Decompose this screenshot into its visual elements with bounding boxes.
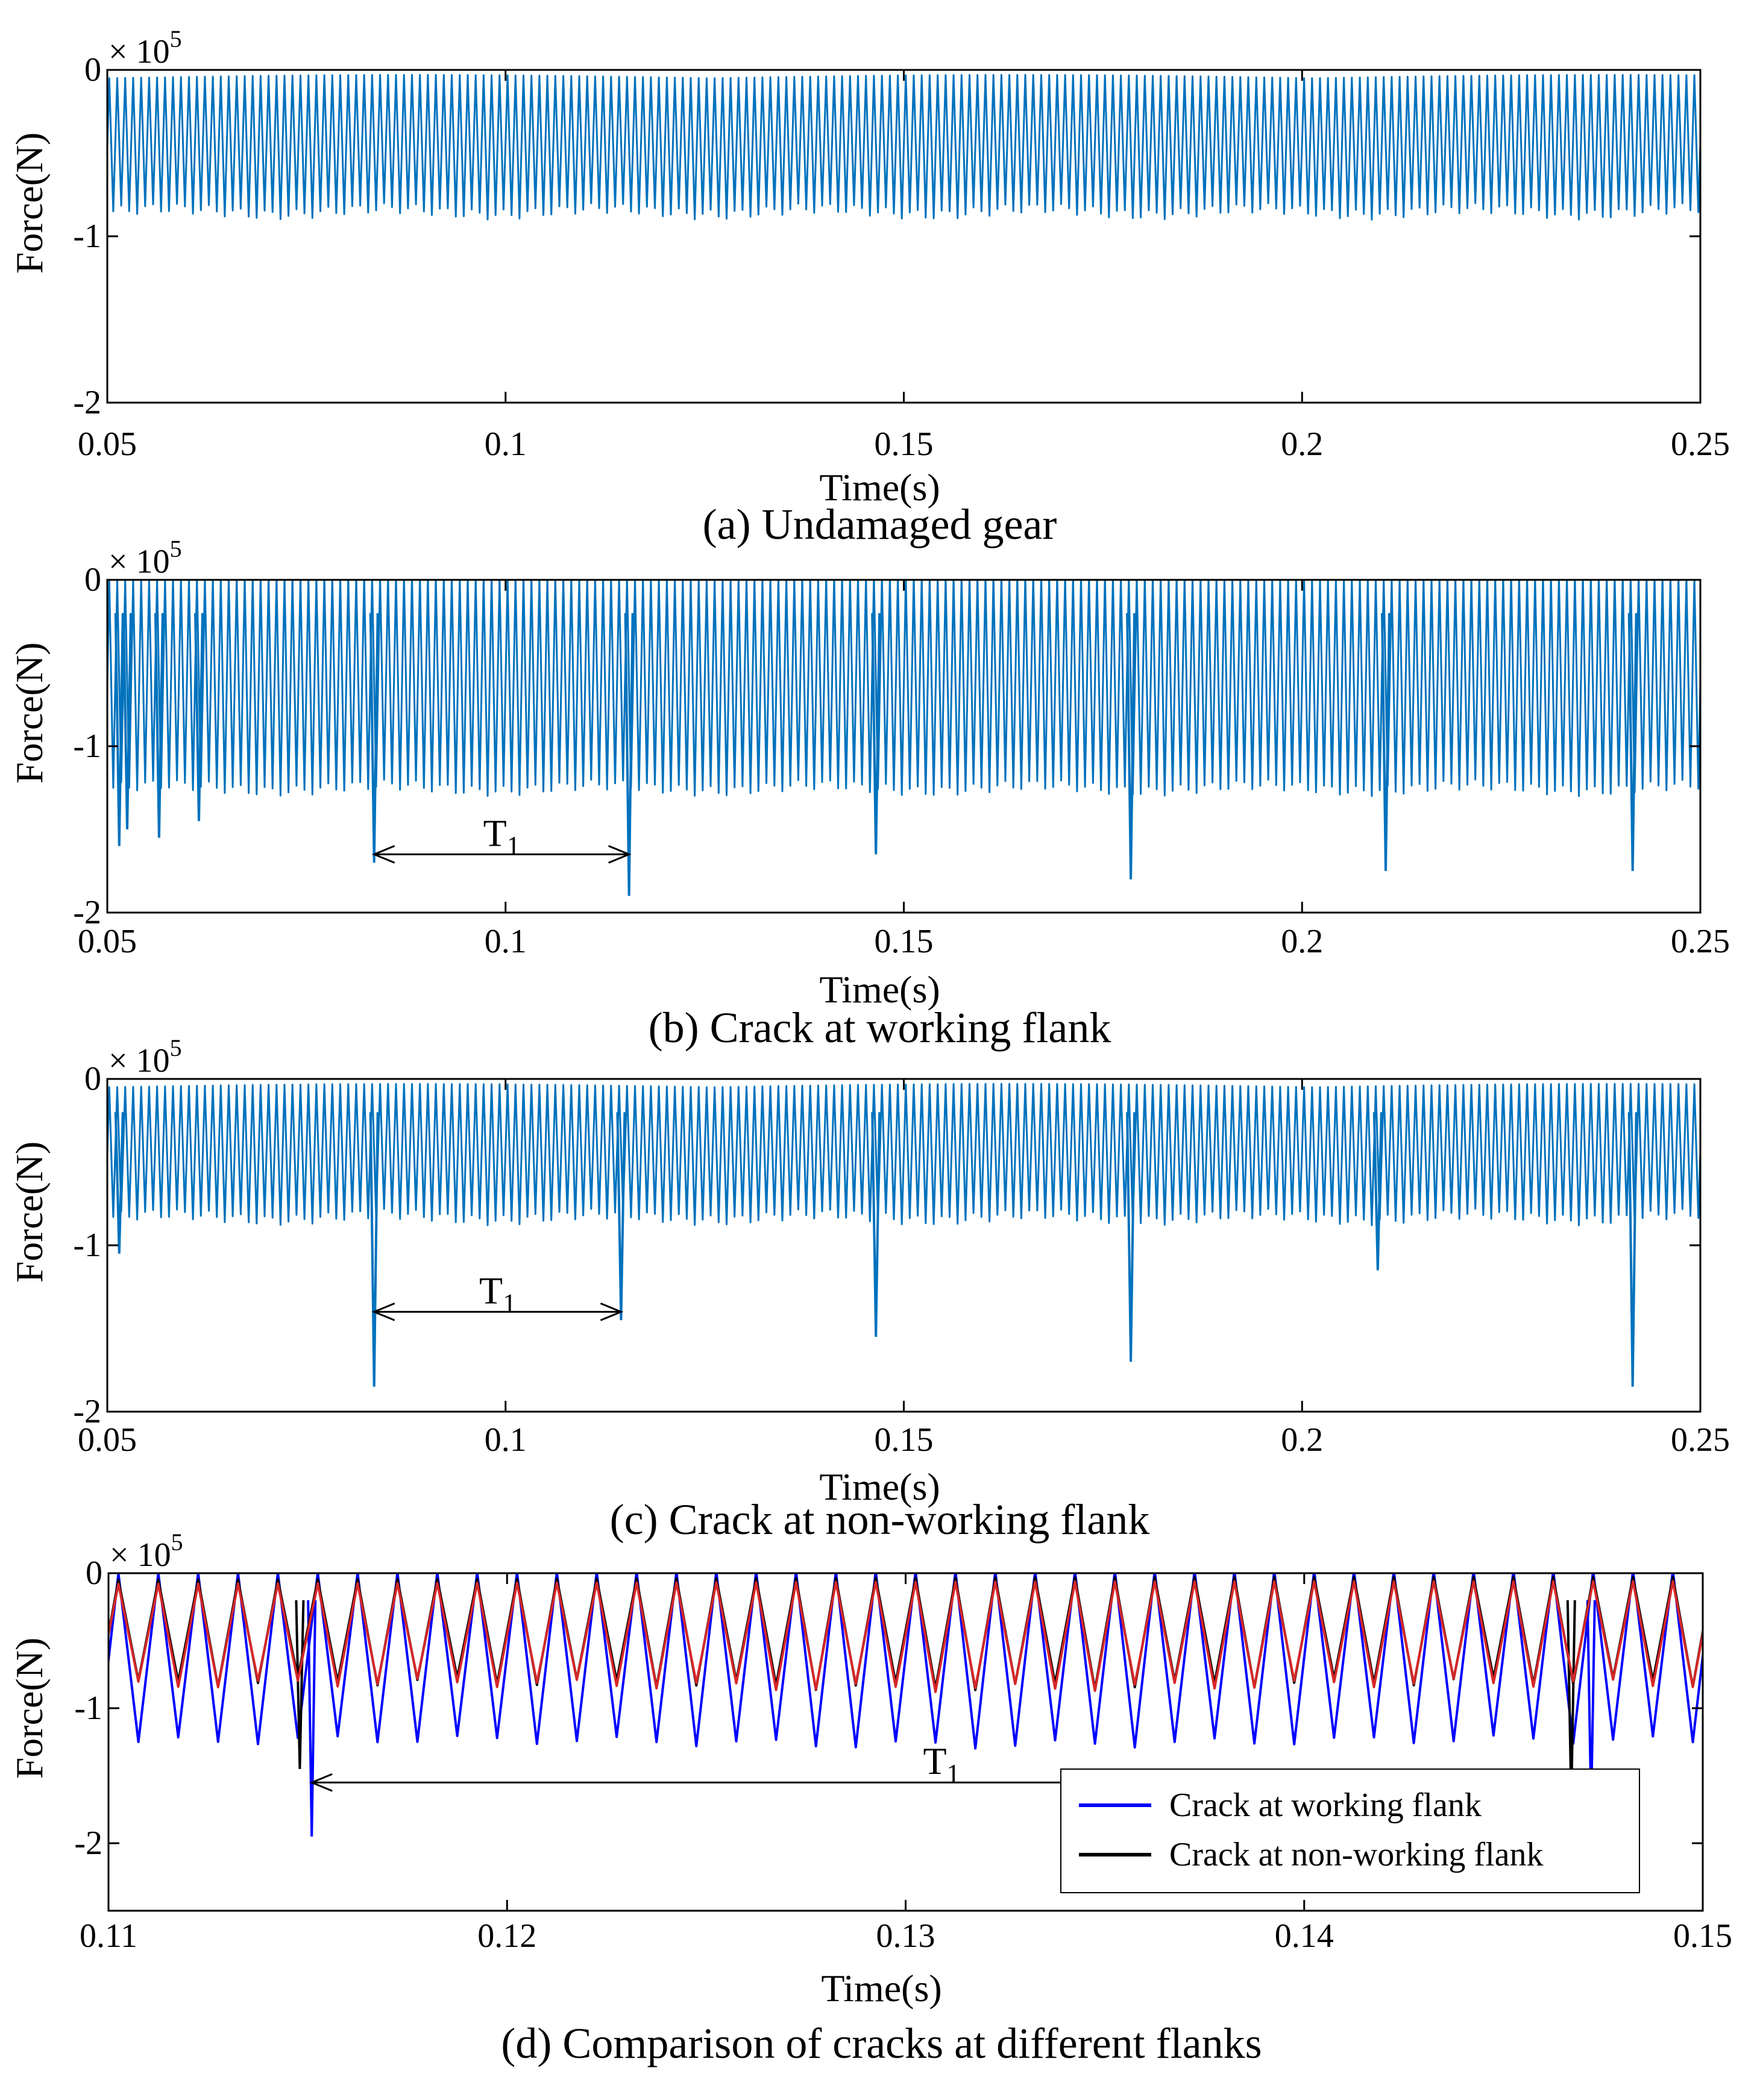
x-tick-label: 0.15 (875, 1421, 934, 1459)
chart-a: 0.05 0.1 0.15 0.2 0.25 0 -1 -2 × 105 Force(N) Time… (8, 25, 1730, 549)
y-tick-label: -2 (73, 894, 101, 931)
x-tick-label: 0.1 (485, 426, 527, 463)
y-multiplier: × 105 (108, 535, 182, 580)
y-tick-label: -2 (73, 384, 101, 421)
x-tick-label: 0.25 (1671, 1421, 1730, 1459)
crack-spike-c-0-4 (1126, 1112, 1136, 1362)
period-arrow-head-right (608, 845, 632, 864)
series-line-d-2 (108, 1580, 1703, 1693)
x-tick-label: 0.15 (875, 923, 934, 960)
x-tick-label: 0.2 (1281, 426, 1323, 463)
crack-spike-b-0-0 (114, 613, 124, 846)
period-label: T1 (923, 1740, 960, 1788)
period-arrow-head-left (309, 1773, 333, 1792)
crack-spike-c-0-5 (1372, 1112, 1383, 1271)
x-tick-label: 0.12 (477, 1917, 536, 1955)
x-tick-label: 0.05 (78, 923, 137, 960)
series-line-b-0 (107, 580, 1700, 797)
x-tick-label: 0.14 (1275, 1917, 1334, 1955)
series-line-c-0 (107, 1083, 1700, 1227)
crack-spike-b-0-4 (369, 613, 379, 863)
period-arrow-head-left (371, 845, 395, 864)
y-tick-label: 0 (84, 51, 101, 89)
crack-spike-b-0-6 (871, 613, 881, 855)
y-axis-label: Force(N) (8, 643, 51, 784)
period-label: T1 (479, 1269, 516, 1318)
chart-caption: (b) Crack at working flank (649, 1004, 1111, 1052)
chart-caption: (c) Crack at non-working flank (610, 1495, 1150, 1544)
y-multiplier: × 105 (110, 1529, 183, 1574)
x-tick-label: 0.2 (1281, 923, 1323, 960)
crack-spike-c-0-2 (616, 1112, 626, 1321)
x-tick-label: 0.2 (1281, 1421, 1323, 1459)
period-arrow-head-right (600, 1303, 624, 1321)
crack-spike-c-0-3 (871, 1112, 881, 1337)
x-tick-label: 0.11 (80, 1917, 137, 1955)
y-axis-label: Force(N) (8, 1638, 51, 1779)
period-label: T1 (483, 811, 520, 860)
x-tick-label: 0.1 (485, 1421, 527, 1459)
chart-caption: (d) Comparison of cracks at different fl… (501, 2019, 1262, 2067)
x-axis-label: Time(s) (819, 466, 940, 509)
y-tick-label: -1 (74, 1690, 102, 1727)
y-tick-label: -1 (73, 728, 101, 765)
y-axis-label: Force(N) (8, 1142, 51, 1283)
chart-b: 0.05 0.1 0.15 0.2 0.25 0 -1 -2 × 105 Force(N) Time… (8, 535, 1730, 1052)
legend-label: Crack at non-working flank (1169, 1836, 1543, 1873)
y-multiplier: × 105 (108, 1034, 182, 1080)
y-tick-label: -1 (73, 218, 101, 255)
crack-spike-b-0-8 (1381, 613, 1391, 872)
crack-spike-b-0-2 (154, 613, 164, 838)
x-tick-label: 0.25 (1671, 426, 1730, 463)
chart-caption: (a) Undamaged gear (703, 500, 1057, 549)
crack-spike-b-0-7 (1126, 613, 1136, 879)
y-tick-label: -2 (73, 1393, 101, 1430)
chart-d: 0.11 0.12 0.13 0.14 0.15 0 -1 -2 × 105 Force(N) Ti… (8, 1529, 1732, 2067)
x-tick-label: 0.05 (78, 1421, 137, 1459)
crack-spike-c-0-1 (369, 1112, 379, 1387)
x-axis-label: Time(s) (821, 1967, 941, 2010)
x-axis-label: Time(s) (819, 1465, 940, 1508)
series-line-a-0 (107, 74, 1700, 221)
x-axis-label: Time(s) (819, 968, 940, 1011)
y-tick-label: 0 (84, 561, 101, 599)
x-tick-label: 0.15 (1673, 1917, 1732, 1955)
crack-spike-b-0-1 (122, 613, 132, 830)
crack-spike-c-0-6 (1627, 1112, 1638, 1387)
crack-spike-b-0-9 (1627, 613, 1638, 872)
x-tick-label: 0.15 (875, 426, 934, 463)
x-tick-label: 0.1 (485, 923, 527, 960)
crack-spike-b-0-3 (194, 613, 204, 822)
legend-box (1060, 1768, 1640, 1893)
crack-spike-b-0-5 (624, 613, 634, 896)
crack-spike-d-0-0 (307, 1600, 317, 1837)
y-axis-label: Force(N) (8, 133, 51, 274)
y-tick-label: 0 (84, 1060, 101, 1098)
y-tick-label: -1 (73, 1227, 101, 1264)
x-tick-label: 0.05 (78, 426, 137, 463)
chart-c: 0.05 0.1 0.15 0.2 0.25 0 -1 -2 × 105 Force(N) Time… (8, 1034, 1730, 1544)
y-multiplier: × 105 (108, 25, 182, 71)
x-tick-label: 0.25 (1671, 923, 1730, 960)
crack-spike-c-0-0 (114, 1112, 124, 1254)
period-arrow-head-left (371, 1303, 395, 1321)
x-tick-label: 0.13 (876, 1917, 935, 1955)
y-tick-label: -2 (74, 1825, 102, 1862)
y-tick-label: 0 (86, 1555, 102, 1592)
series-line-d-0 (108, 1573, 1703, 1750)
legend-label: Crack at working flank (1169, 1787, 1482, 1824)
